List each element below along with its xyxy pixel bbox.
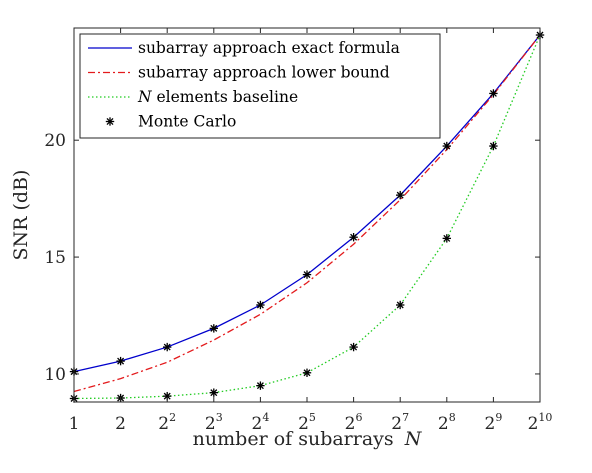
monte-carlo-point: [302, 270, 312, 279]
x-tick-label: 22: [158, 411, 176, 434]
x-tick-label-exponent: 6: [356, 411, 363, 424]
x-tick-label-base: 2: [484, 414, 495, 434]
monte-carlo-point: [302, 368, 312, 377]
x-tick-label-base: 2: [251, 414, 262, 434]
legend-label-variable: N: [137, 88, 157, 106]
monte-carlo-point: [349, 342, 358, 352]
x-tick-label-exponent: 4: [262, 411, 269, 424]
legend-entry: subarray approach lower bound: [88, 64, 390, 82]
monte-carlo-point: [442, 141, 451, 151]
x-tick-label-base: 2: [528, 414, 539, 434]
x-tick-label-base: 2: [345, 414, 356, 434]
x-tick-label-exponent: 9: [495, 411, 502, 424]
x-tick-label-base: 1: [69, 414, 80, 434]
x-tick-label-base: 2: [391, 414, 402, 434]
x-tick-label-base: 2: [205, 414, 216, 434]
legend-label-text: subarray approach exact formula: [138, 39, 400, 57]
legend-entry: N elements baseline: [88, 88, 298, 106]
legend-label: Monte Carlo: [138, 113, 236, 131]
x-tick-label: 210: [528, 411, 553, 434]
x-tick-label: 24: [251, 411, 269, 434]
x-tick-label: 29: [484, 411, 502, 434]
x-tick-label-base: 2: [115, 414, 126, 434]
tick-layer: [73, 28, 541, 402]
monte-carlo-point: [256, 381, 265, 390]
x-tick-label: 27: [391, 411, 409, 434]
x-tick-label-base: 2: [438, 414, 449, 434]
legend-marker: [105, 117, 115, 126]
legend-entry: subarray approach exact formula: [88, 39, 400, 57]
legend-label: subarray approach lower bound: [138, 64, 390, 82]
x-tick-labels: 1 2 22 23 24 25 26 27 28 29 210: [69, 411, 553, 434]
legend-label-text: Monte Carlo: [138, 113, 236, 131]
legend-label-text: subarray approach lower bound: [138, 64, 390, 82]
x-tick-label-exponent: 5: [309, 411, 316, 424]
legend: subarray approach exact formula subarray …: [79, 33, 441, 139]
x-tick-label: 25: [298, 411, 316, 434]
x-tick-label: 23: [205, 411, 223, 434]
legend-label-text: elements baseline: [157, 88, 299, 106]
monte-carlo-point: [116, 356, 125, 366]
x-tick-label: 1: [69, 414, 80, 434]
marker-layer: [69, 30, 545, 403]
series-line-1: [73, 34, 541, 393]
monte-carlo-point: [396, 190, 405, 200]
x-tick-label-exponent: 8: [449, 411, 456, 424]
x-axis-label-variable: N: [404, 428, 423, 450]
x-tick-label-base: 2: [298, 414, 309, 434]
monte-carlo-point: [489, 141, 498, 151]
monte-carlo-point: [163, 342, 172, 352]
monte-carlo-point: [256, 300, 265, 310]
x-tick-label: 28: [438, 411, 456, 434]
x-axis-label-text: number of subarrays: [193, 428, 394, 450]
legend-label: subarray approach exact formula: [138, 39, 400, 57]
legend-label: N elements baseline: [137, 88, 298, 106]
y-axis-label: SNR (dB): [10, 170, 32, 261]
x-tick-label-exponent: 10: [538, 411, 552, 424]
monte-carlo-point: [349, 233, 358, 242]
x-tick-label: 26: [345, 411, 363, 434]
y-tick-label: 20: [44, 131, 66, 151]
legend-entry: Monte Carlo: [105, 113, 236, 131]
legend-box: [79, 33, 441, 139]
x-tick-label-exponent: 7: [402, 411, 409, 424]
x-tick-label: 2: [115, 414, 126, 434]
x-axis-label: number of subarrays N: [193, 428, 423, 450]
monte-carlo-point: [396, 300, 405, 310]
y-tick-label: 15: [44, 248, 66, 268]
monte-carlo-point: [163, 391, 172, 401]
monte-carlo-point: [209, 324, 218, 333]
y-tick-label: 10: [44, 365, 66, 385]
x-tick-label-base: 2: [158, 414, 169, 434]
monte-carlo-point: [209, 388, 218, 397]
x-tick-label-exponent: 2: [169, 411, 176, 424]
monte-carlo-point: [442, 234, 451, 243]
y-tick-labels: 10 15 20: [44, 131, 66, 385]
x-tick-label-exponent: 3: [216, 411, 223, 424]
monte-carlo-point: [489, 89, 498, 98]
